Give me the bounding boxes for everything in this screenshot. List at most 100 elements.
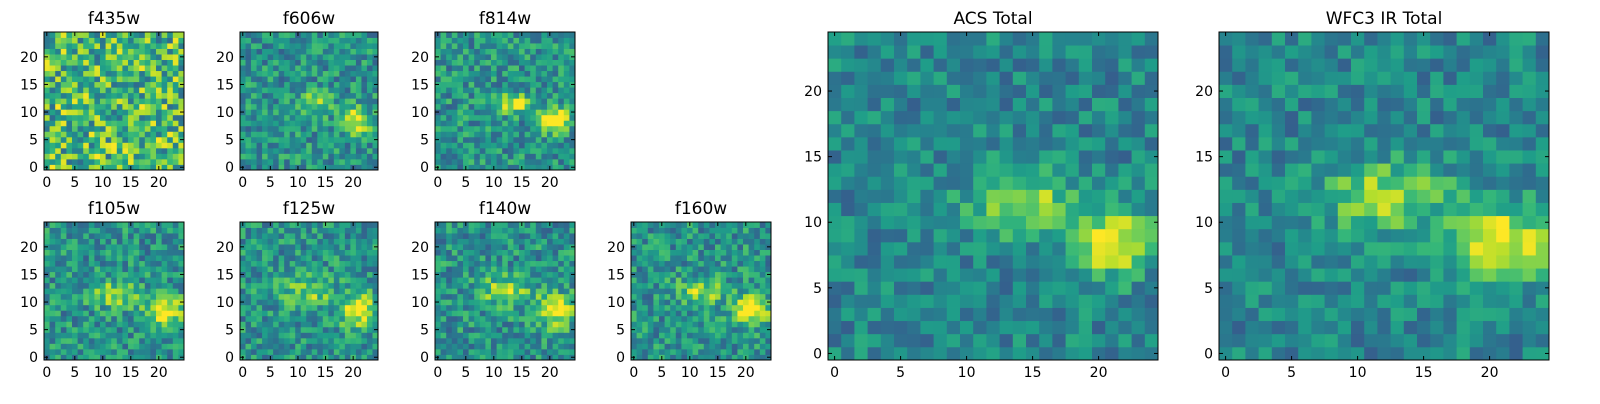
heatmap-cell <box>111 159 117 165</box>
heatmap-cell <box>653 255 659 261</box>
heatmap-cell <box>947 229 961 243</box>
heatmap-cell <box>558 104 564 110</box>
heatmap-cell <box>513 109 519 115</box>
heatmap-cell <box>1105 255 1119 269</box>
heatmap-cell <box>317 126 323 132</box>
heatmap-cell <box>541 294 547 300</box>
heatmap-cell <box>339 239 345 245</box>
heatmap-cell <box>173 71 179 77</box>
heatmap-cell <box>920 163 934 177</box>
heatmap-cell <box>162 255 168 261</box>
heatmap-cell <box>328 283 334 289</box>
heatmap-cell <box>50 239 56 245</box>
heatmap-cell <box>732 283 738 289</box>
heatmap-cell <box>61 65 67 71</box>
heatmap-cell <box>441 228 447 234</box>
heatmap-cell <box>139 332 145 338</box>
heatmap-cell <box>317 54 323 60</box>
heatmap-cell <box>128 120 134 126</box>
heatmap-cell <box>457 255 463 261</box>
heatmap-cell <box>306 142 312 148</box>
heatmap-cell <box>721 294 727 300</box>
heatmap-cell <box>854 229 868 243</box>
heatmap-cell <box>350 255 356 261</box>
heatmap-cell <box>139 349 145 355</box>
heatmap-cell <box>106 65 112 71</box>
heatmap-cell <box>474 261 480 267</box>
heatmap-cell <box>361 131 367 137</box>
heatmap-cell <box>106 305 112 311</box>
heatmap-cell <box>61 32 67 38</box>
heatmap-cell <box>441 332 447 338</box>
heatmap-cell <box>530 261 536 267</box>
heatmap-cell <box>737 294 743 300</box>
heatmap-cell <box>642 338 648 344</box>
heatmap-cell <box>167 153 173 159</box>
heatmap-cell <box>480 310 486 316</box>
heatmap-cell <box>553 65 559 71</box>
heatmap-cell <box>350 250 356 256</box>
heatmap-cell <box>78 126 84 132</box>
heatmap-cell <box>323 255 329 261</box>
heatmap-cell <box>339 49 345 55</box>
heatmap-cell <box>435 288 441 294</box>
heatmap-cell <box>642 305 648 311</box>
heatmap-cell <box>323 321 329 327</box>
heatmap-cell <box>89 332 95 338</box>
heatmap-cell <box>83 148 89 154</box>
heatmap-cell <box>94 148 100 154</box>
heatmap-cell <box>117 277 123 283</box>
heatmap-cell <box>513 349 519 355</box>
heatmap-cell <box>480 228 486 234</box>
heatmap-cell <box>441 54 447 60</box>
heatmap-cell <box>457 349 463 355</box>
heatmap-cell <box>251 148 257 154</box>
heatmap-cell <box>491 131 497 137</box>
heatmap-cell <box>122 87 128 93</box>
heatmap-cell <box>128 60 134 66</box>
heatmap-cell <box>251 43 257 49</box>
heatmap-cell <box>973 268 987 282</box>
heatmap-cell <box>469 54 475 60</box>
heatmap-cell <box>44 261 50 267</box>
heatmap-cell <box>547 126 553 132</box>
heatmap-cell <box>246 316 252 322</box>
heatmap-cell <box>128 239 134 245</box>
heatmap-cell <box>1026 189 1040 203</box>
heatmap-cell <box>441 222 447 228</box>
heatmap-cell <box>156 126 162 132</box>
heatmap-cell <box>240 288 246 294</box>
heatmap-cell <box>681 277 687 283</box>
heatmap-cell <box>564 32 570 38</box>
heatmap-cell <box>435 153 441 159</box>
heatmap-cell <box>508 277 514 283</box>
heatmap-cell <box>122 283 128 289</box>
heatmap-cell <box>709 277 715 283</box>
heatmap-cell <box>290 332 296 338</box>
heatmap-cell <box>145 255 151 261</box>
heatmap-cell <box>670 255 676 261</box>
heatmap-cell <box>262 316 268 322</box>
heatmap-cell <box>648 222 654 228</box>
heatmap-cell <box>1132 347 1146 361</box>
heatmap-cell <box>960 294 974 308</box>
heatmap-cell <box>1026 176 1040 190</box>
heatmap-cell <box>737 338 743 344</box>
heatmap-cell <box>100 277 106 283</box>
heatmap-cell <box>72 120 78 126</box>
heatmap-cell <box>339 299 345 305</box>
heatmap-cell <box>150 294 156 300</box>
heatmap-cell <box>446 338 452 344</box>
heatmap-cell <box>78 71 84 77</box>
heatmap-cell <box>441 321 447 327</box>
heatmap-cell <box>435 60 441 66</box>
y-tick-label: 0 <box>29 350 38 366</box>
heatmap-cell <box>128 349 134 355</box>
heatmap-cell <box>637 266 643 272</box>
heatmap-cell <box>317 222 323 228</box>
heatmap-cell <box>106 283 112 289</box>
heatmap-cell <box>246 104 252 110</box>
heatmap-cell <box>709 272 715 278</box>
heatmap-cell <box>457 272 463 278</box>
